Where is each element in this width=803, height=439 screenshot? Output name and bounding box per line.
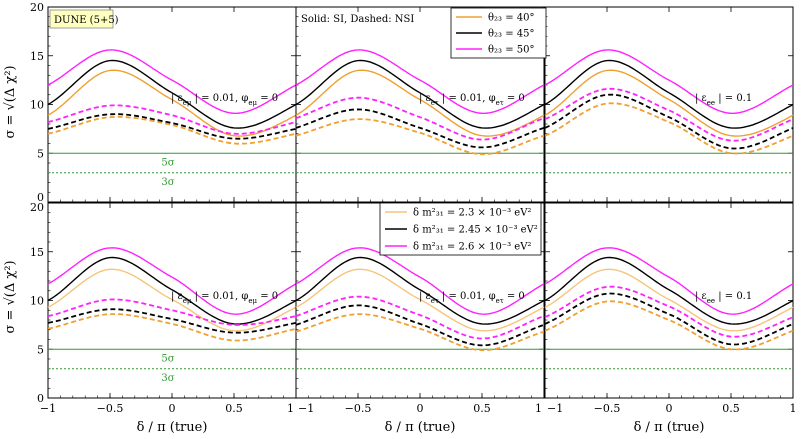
panel-r1-c2: −1 −0.5 0 0.5 1 | εee | = 0.1 — [544, 202, 797, 415]
legend-label: δ m²₃₁ = 2.3 × 10⁻³ eV² — [413, 208, 531, 219]
panel-annotation: | εeμ | = 0.01, φeμ = 0 — [171, 93, 278, 107]
legend-label: δ m²₃₁ = 2.6 × 10⁻³ eV² — [413, 242, 531, 253]
nsi-curve-4 — [295, 108, 545, 149]
panel-r1-c1: −1 −0.5 0 0.5 1 | εeτ | = 0.01, φeτ = 0 — [295, 202, 545, 415]
si-curve-0 — [544, 69, 794, 137]
y-tick-label: 10 — [30, 295, 44, 308]
x-axis-label-col2: δ / π (true) — [385, 420, 456, 435]
nsi-curve-3 — [47, 116, 297, 145]
panel-annotation: | εee | = 0.1 — [695, 291, 752, 305]
legend-label: θ₂₃ = 45° — [488, 29, 535, 40]
legend-label: θ₂₃ = 40° — [488, 13, 535, 24]
x-tick-label: −1 — [40, 402, 56, 415]
si-curve-0 — [47, 268, 297, 332]
panel-annotation: | εeτ | = 0.01, φeτ = 0 — [419, 93, 525, 107]
panel-annotation: | εee | = 0.1 — [695, 93, 752, 107]
si-curve-2 — [544, 247, 794, 315]
nsi-curve-5 — [544, 285, 794, 338]
panel-r0-c1: | εeτ | = 0.01, φeτ = 0 — [295, 6, 545, 203]
si-curve-0 — [295, 69, 545, 137]
x-tick-label: 0.5 — [722, 402, 740, 415]
y-axis-label-top: σ = √(Δ χ²) — [3, 65, 18, 138]
si-curve-1 — [47, 256, 297, 325]
y-tick-label: 15 — [30, 246, 44, 259]
si-curve-0 — [295, 268, 545, 332]
si-curve-0 — [544, 268, 794, 332]
nsi-curve-3 — [544, 102, 794, 155]
y-tick-label: 5 — [37, 147, 44, 160]
y-tick-label: 20 — [30, 1, 44, 14]
nsi-curve-5 — [544, 87, 794, 142]
nsi-curve-3 — [47, 313, 297, 342]
x-tick-label: −1 — [298, 402, 314, 415]
legend-dm31: δ m²₃₁ = 2.3 × 10⁻³ eV² δ m²₃₁ = 2.45 × 1… — [379, 202, 542, 256]
y-tick-label: 10 — [30, 99, 44, 112]
y-tick-label: 15 — [30, 50, 44, 63]
x-tick-label: 0 — [666, 402, 673, 415]
legend-theta: θ₂₃ = 40° θ₂₃ = 45° θ₂₃ = 50° — [450, 7, 547, 59]
nsi-curve-3 — [295, 118, 545, 156]
y-tick-label: 0 — [37, 191, 44, 204]
x-tick-label: −1 — [547, 402, 563, 415]
sigma-label: 3σ — [161, 177, 174, 188]
nsi-curve-4 — [295, 304, 545, 347]
sigma-label: 5σ — [161, 157, 174, 168]
si-curve-0 — [47, 69, 297, 137]
nsi-curve-5 — [47, 104, 297, 135]
legend-label: δ m²₃₁ = 2.45 × 10⁻³ eV² — [413, 225, 538, 236]
sigma-label: 5σ — [161, 353, 174, 364]
si-curve-1 — [544, 59, 794, 129]
nsi-curve-4 — [47, 113, 297, 140]
si-curve-1 — [544, 256, 794, 325]
x-tick-label: −0.5 — [345, 402, 372, 415]
sigma-label: 3σ — [161, 373, 174, 384]
y-tick-label: 0 — [37, 392, 44, 405]
x-tick-label: 0.5 — [473, 402, 491, 415]
svg-text:DUNE (5+5): DUNE (5+5) — [54, 15, 119, 26]
x-tick-label: −0.5 — [594, 402, 621, 415]
nsi-curve-4 — [47, 308, 297, 334]
si-curve-1 — [47, 59, 297, 129]
nsi-curve-3 — [544, 300, 794, 351]
x-tick-label: 1 — [790, 402, 797, 415]
si-curve-1 — [295, 256, 545, 325]
si-curve-2 — [295, 247, 545, 315]
legend-label: θ₂₃ = 50° — [488, 45, 535, 56]
nsi-curve-5 — [47, 298, 297, 326]
x-tick-label: 1 — [535, 402, 542, 415]
panel-annotation: | εeτ | = 0.01, φeτ = 0 — [419, 291, 525, 305]
si-curve-1 — [295, 59, 545, 129]
x-axis-label-col3: δ / π (true) — [634, 420, 705, 435]
y-tick-label: 5 — [37, 343, 44, 356]
x-tick-label: 0.5 — [225, 402, 243, 415]
nsi-curve-5 — [295, 96, 545, 141]
si-curve-2 — [544, 49, 794, 114]
x-axis-label-col1: δ / π (true) — [137, 420, 208, 435]
si-curve-2 — [47, 49, 297, 114]
panel-r0-c0: 0 5 10 15 20 5σ 3σ | εeμ | = 0.01, φeμ = 0 — [30, 1, 297, 204]
si-curve-2 — [47, 247, 297, 315]
tag-box: DUNE (5+5) — [49, 9, 119, 29]
y-tick-label: 20 — [30, 201, 44, 214]
nsi-curve-3 — [295, 313, 545, 352]
x-tick-label: 0 — [169, 402, 176, 415]
x-tick-label: 1 — [287, 402, 294, 415]
x-tick-label: −0.5 — [97, 402, 124, 415]
panel-r0-c2: | εee | = 0.1 — [544, 6, 794, 203]
nsi-curve-4 — [544, 292, 794, 346]
nsi-curve-5 — [295, 295, 545, 340]
x-tick-label: 0 — [417, 402, 424, 415]
y-axis-label-bottom: σ = √(Δ χ²) — [3, 260, 18, 333]
nsi-curve-4 — [544, 93, 794, 150]
si-curve-2 — [295, 49, 545, 114]
panel-annotation: | εeμ | = 0.01, φeμ = 0 — [171, 291, 278, 305]
line-style-note: Solid: SI, Dashed: NSI — [301, 14, 414, 25]
